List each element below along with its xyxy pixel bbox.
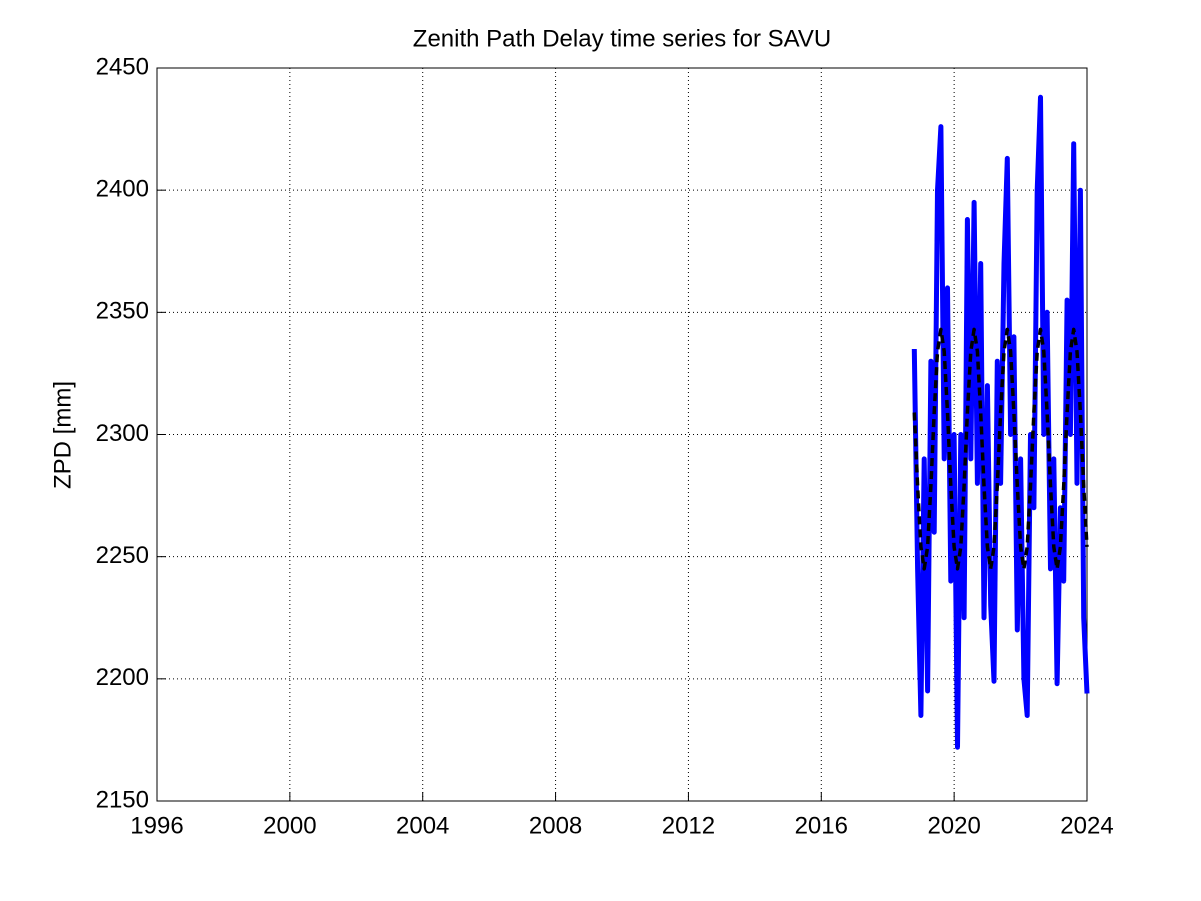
x-tick-label: 1996 (130, 812, 183, 839)
x-tick-label: 2008 (529, 812, 582, 839)
x-tick-label: 2024 (1060, 812, 1113, 839)
y-tick-label: 2300 (96, 420, 149, 447)
x-tick-label: 2000 (263, 812, 316, 839)
x-tick-label: 2020 (927, 812, 980, 839)
plot-frame (156, 67, 1088, 802)
data-line (911, 94, 1090, 750)
y-tick-label: 2250 (96, 542, 149, 569)
y-tick-label: 2400 (96, 176, 149, 203)
y-tick-label: 2450 (96, 53, 149, 80)
x-tick-label: 2012 (662, 812, 715, 839)
y-axis-label: ZPD [mm] (49, 381, 76, 489)
chart-title: Zenith Path Delay time series for SAVU (413, 25, 831, 52)
x-tick-label: 2004 (396, 812, 449, 839)
data-line (912, 327, 1089, 571)
y-tick-label: 2350 (96, 298, 149, 325)
y-tick-label: 2150 (96, 786, 149, 813)
y-tick-label: 2200 (96, 664, 149, 691)
x-tick-label: 2016 (795, 812, 848, 839)
